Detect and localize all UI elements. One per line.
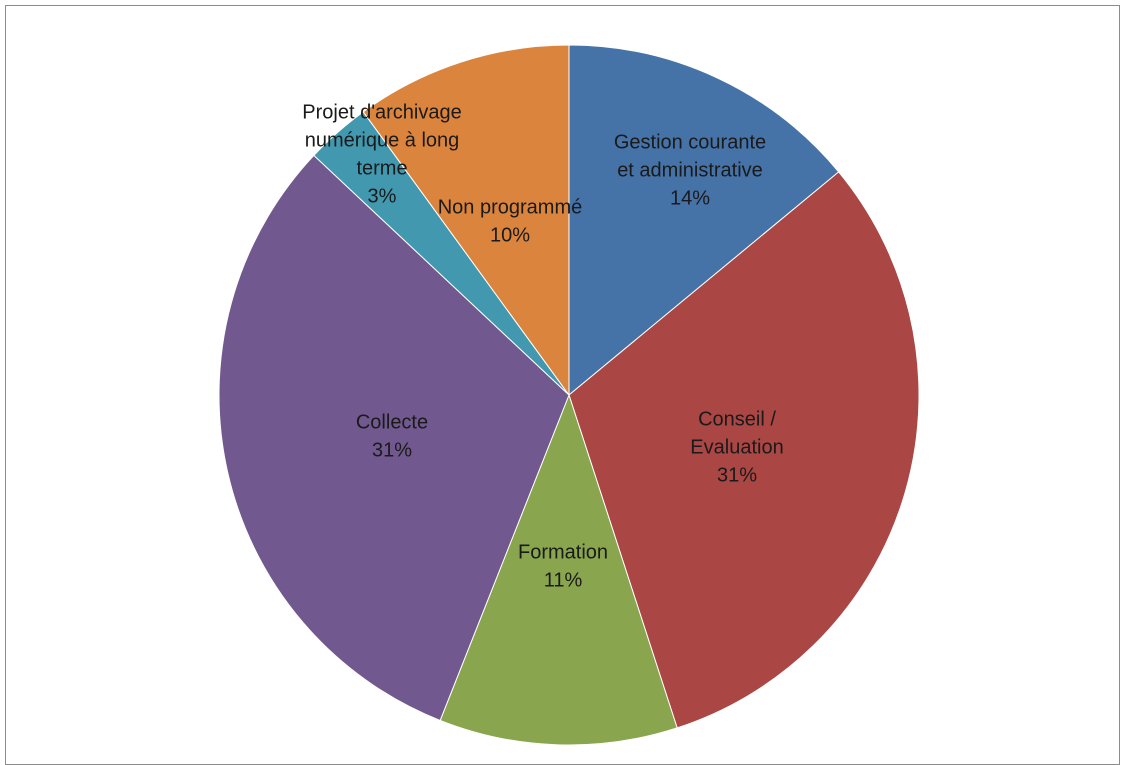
data-label-name: et administrative (617, 159, 763, 181)
pie-slice-3 (439, 393, 678, 746)
data-label-name: Conseil / (698, 408, 776, 430)
pie-slice-1 (568, 44, 840, 397)
data-label-percent: 10% (490, 224, 530, 246)
data-label-3: Formation 11% (518, 541, 608, 591)
data-label-name: Collecte (356, 411, 428, 433)
data-label-percent: 31% (717, 464, 757, 486)
data-label-percent: 31% (372, 439, 412, 461)
data-label-name: numérique à long (305, 129, 460, 151)
data-label-2: Conseil / Evaluation 31% (690, 408, 783, 486)
data-label-4: Collecte 31% (356, 411, 428, 461)
pie-slice-4 (218, 154, 570, 722)
data-label-name: Non programmé (438, 196, 583, 218)
pie-slice-6 (362, 44, 570, 397)
data-label-percent: 11% (544, 569, 583, 591)
data-label-name: Formation (518, 541, 608, 563)
pie-slice-2 (568, 171, 920, 729)
data-label-name: Gestion courante (614, 131, 766, 153)
data-label-name: Projet d'archivage (302, 101, 461, 123)
pie-slices (218, 44, 920, 746)
data-label-percent: 14% (670, 187, 710, 209)
data-label-name: terme (356, 157, 407, 179)
data-label-6: Non programmé 10% (438, 196, 583, 246)
pie-data-labels: Gestion courante et administrative 14% Cons… (302, 101, 783, 591)
data-label-name: Evaluation (690, 436, 783, 458)
data-label-percent: 3% (368, 185, 397, 207)
data-label-1: Gestion courante et administrative 14% (614, 131, 766, 209)
data-label-5: Projet d'archivage numérique à long terme 3… (302, 101, 461, 207)
